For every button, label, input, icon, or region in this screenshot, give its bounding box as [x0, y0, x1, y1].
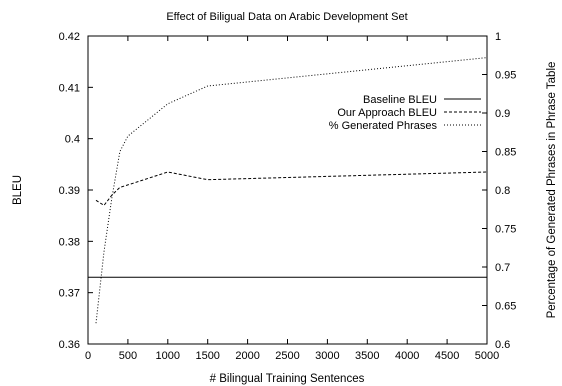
x-tick-label: 1500 [195, 350, 219, 362]
y-tick-label: 0.39 [59, 185, 80, 197]
x-tick-label: 4500 [435, 350, 459, 362]
x-axis: 0 500 1000 1500 2000 2500 3000 3500 4000 4500 5000 [85, 36, 499, 362]
x-tick-label: 2000 [235, 350, 259, 362]
y2-tick-label: 0.8 [495, 185, 510, 197]
y2-tick-label: 0.95 [495, 70, 516, 82]
x-tick-label: 2500 [275, 350, 299, 362]
y2-tick-label: 1 [495, 31, 501, 43]
y2-tick-label: 0.7 [495, 262, 510, 274]
y-axis-right: 0.6 0.65 0.7 0.75 0.8 0.85 0.9 0.95 1 [482, 31, 516, 351]
y-axis-left: 0.36 0.37 0.38 0.39 0.4 0.41 0.42 [59, 31, 93, 351]
x-tick-label: 5000 [475, 350, 499, 362]
y-tick-label: 0.41 [59, 82, 80, 94]
series-layer [88, 57, 488, 324]
x-axis-label: # Bilingual Training Sentences [210, 373, 365, 385]
y-tick-label: 0.42 [59, 31, 80, 43]
y2-axis-label: Percentage of Generated Phrases in Phras… [546, 62, 558, 319]
y2-tick-label: 0.6 [495, 339, 510, 351]
x-tick-label: 0 [85, 350, 91, 362]
x-tick-label: 500 [119, 350, 137, 362]
series-line-2 [95, 171, 488, 207]
y2-tick-label: 0.9 [495, 108, 510, 120]
x-tick-label: 4000 [395, 350, 419, 362]
legend-label: Baseline BLEU [363, 94, 437, 106]
y-tick-label: 0.37 [59, 288, 80, 300]
y-tick-label: 0.4 [65, 134, 80, 146]
y2-tick-label: 0.65 [495, 301, 516, 313]
y-tick-label: 0.38 [59, 236, 80, 248]
x-tick-label: 3500 [355, 350, 379, 362]
plot-area [87, 35, 488, 345]
chart-title: Effect of Biligual Data on Arabic Develo… [166, 11, 407, 23]
series-line-3 [95, 57, 488, 324]
x-tick-label: 3000 [315, 350, 339, 362]
y2-tick-label: 0.85 [495, 147, 516, 159]
y2-tick-label: 0.75 [495, 224, 516, 236]
x-tick-label: 1000 [156, 350, 180, 362]
legend-label: % Generated Phrases [329, 120, 438, 132]
y-tick-label: 0.36 [59, 339, 80, 351]
y-axis-label: BLEU [12, 175, 24, 205]
legend-label: Our Approach BLEU [337, 107, 437, 119]
